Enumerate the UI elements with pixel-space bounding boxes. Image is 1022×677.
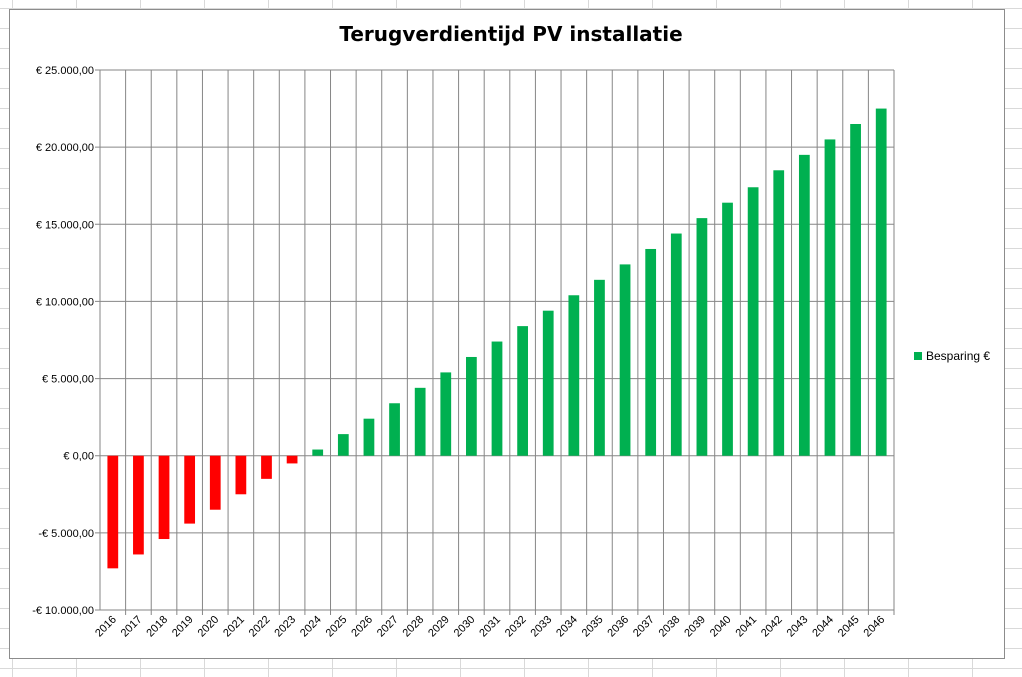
bar-2018[interactable] xyxy=(158,455,170,540)
bar-2043[interactable] xyxy=(798,154,810,456)
bar-2042[interactable] xyxy=(773,170,785,456)
x-tick-label-2036: 2036 xyxy=(605,614,631,640)
bar-2040[interactable] xyxy=(722,202,733,456)
bar-2023[interactable] xyxy=(286,455,298,464)
x-tick-label-2021: 2021 xyxy=(221,614,247,640)
y-axis-labels: -€ 10.000,00 -€ 5.000,00 € 0,00 € 5.000,00 €… xyxy=(32,65,94,617)
bar-2038[interactable] xyxy=(670,233,682,456)
x-tick-label-2025: 2025 xyxy=(324,614,350,640)
bar-2024[interactable] xyxy=(312,449,324,456)
x-tick-label-2040: 2040 xyxy=(708,614,734,640)
x-tick-label-2016: 2016 xyxy=(93,614,119,640)
bar-2025[interactable] xyxy=(337,434,349,456)
x-tick-label-2035: 2035 xyxy=(580,614,606,640)
x-tick-label-2032: 2032 xyxy=(503,614,529,640)
bar-2035[interactable] xyxy=(594,279,605,456)
y-tick-label-4: € 10.000,00 xyxy=(36,296,94,308)
x-tick-label-2045: 2045 xyxy=(836,614,862,640)
bar-2028[interactable] xyxy=(414,387,426,456)
x-tick-label-2037: 2037 xyxy=(631,614,657,640)
y-tick-label-0: -€ 10.000,00 xyxy=(32,605,94,617)
y-tick-label-2: € 0,00 xyxy=(63,451,94,463)
bar-2036[interactable] xyxy=(619,264,631,456)
x-tick-label-2019: 2019 xyxy=(170,614,196,640)
y-tick-label-7: € 25.000,00 xyxy=(36,65,94,77)
bar-2039[interactable] xyxy=(696,218,708,456)
x-tick-label-2017: 2017 xyxy=(119,614,145,640)
bar-2046[interactable] xyxy=(875,108,887,456)
x-tick-label-2042: 2042 xyxy=(759,614,785,640)
bar-2022[interactable] xyxy=(261,455,272,479)
bar-2026[interactable] xyxy=(363,418,375,456)
x-tick-label-2033: 2033 xyxy=(529,614,555,640)
y-tick-label-5: € 15.000,00 xyxy=(36,219,94,231)
x-axis-labels: 2016 2017 2018 2019 2020 2021 2022 2023 2024 2025… xyxy=(93,614,887,640)
chart-area[interactable] xyxy=(9,9,1005,659)
bar-2032[interactable] xyxy=(517,326,528,456)
bar-2041[interactable] xyxy=(747,187,759,456)
legend-label: Besparing € xyxy=(926,349,991,363)
bar-2020[interactable] xyxy=(209,455,221,510)
chart-title: Terugverdientijd PV installatie xyxy=(339,22,683,46)
x-tick-label-2038: 2038 xyxy=(657,614,683,640)
x-tick-label-2028: 2028 xyxy=(400,614,426,640)
x-tick-label-2026: 2026 xyxy=(349,614,375,640)
y-tick-label-6: € 20.000,00 xyxy=(36,142,94,154)
x-tick-label-2034: 2034 xyxy=(554,614,580,640)
x-tick-label-2024: 2024 xyxy=(298,614,324,640)
x-tick-label-2022: 2022 xyxy=(247,614,273,640)
x-tick-label-2018: 2018 xyxy=(144,614,170,640)
y-tick-label-1: -€ 5.000,00 xyxy=(38,528,94,540)
bar-2031[interactable] xyxy=(491,341,503,456)
bar-2030[interactable] xyxy=(466,356,477,456)
bar-2044[interactable] xyxy=(824,139,836,456)
bar-2016[interactable] xyxy=(107,455,119,569)
bars xyxy=(107,108,887,569)
bar-2017[interactable] xyxy=(133,455,144,555)
x-tick-label-2043: 2043 xyxy=(785,614,811,640)
legend: Besparing € xyxy=(914,349,990,363)
x-tick-label-2030: 2030 xyxy=(452,614,478,640)
x-tick-label-2046: 2046 xyxy=(862,614,888,640)
bar-2037[interactable] xyxy=(645,248,657,456)
bar-2019[interactable] xyxy=(184,455,196,524)
legend-swatch xyxy=(914,352,922,360)
x-tick-label-2039: 2039 xyxy=(682,614,708,640)
x-tick-label-2041: 2041 xyxy=(733,614,759,640)
bar-2033[interactable] xyxy=(542,310,554,456)
bar-2045[interactable] xyxy=(850,124,861,456)
bar-2021[interactable] xyxy=(235,455,247,495)
x-tick-label-2044: 2044 xyxy=(810,614,836,640)
x-tick-label-2029: 2029 xyxy=(426,614,452,640)
bar-2034[interactable] xyxy=(568,295,580,456)
y-tick-label-3: € 5.000,00 xyxy=(42,374,94,386)
x-tick-label-2020: 2020 xyxy=(196,614,222,640)
bar-2027[interactable] xyxy=(389,403,400,456)
bar-2029[interactable] xyxy=(440,372,452,456)
x-tick-label-2023: 2023 xyxy=(272,614,298,640)
x-tick-label-2031: 2031 xyxy=(477,614,503,640)
x-tick-label-2027: 2027 xyxy=(375,614,401,640)
